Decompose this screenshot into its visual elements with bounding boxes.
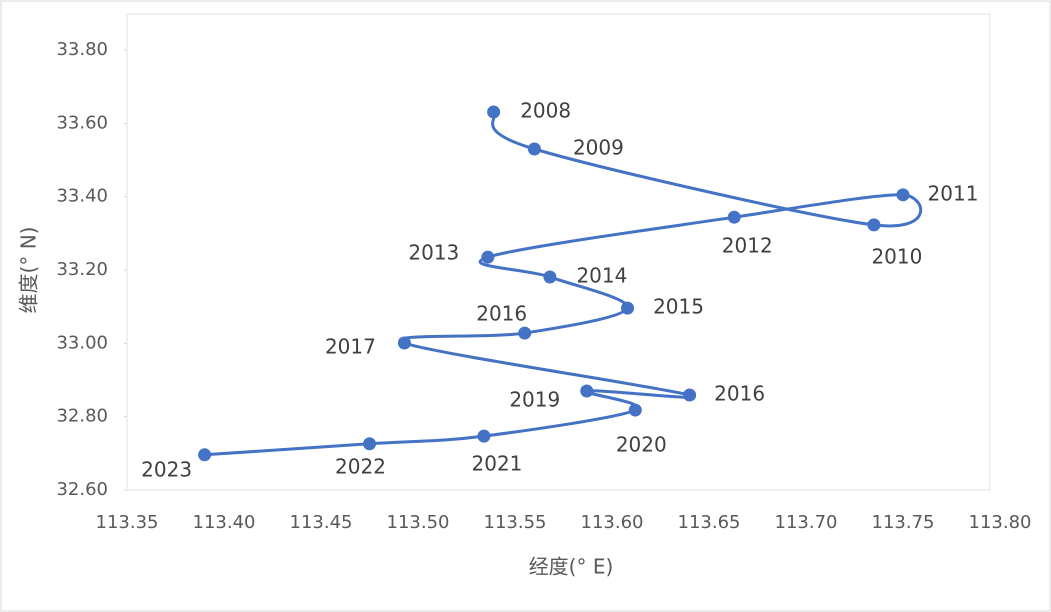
point-label: 2019: [509, 388, 560, 412]
point: [727, 210, 741, 224]
point-label: 2022: [335, 454, 386, 478]
point-label: 2015: [653, 295, 704, 319]
point: [487, 105, 501, 119]
series-line: [204, 110, 923, 457]
point: [477, 429, 491, 443]
point: [397, 336, 411, 350]
x-tick-label: 113.75: [872, 512, 935, 533]
y-tick-label: 32.80: [56, 406, 108, 427]
point: [683, 388, 697, 402]
point: [518, 326, 532, 340]
point-label: 2009: [573, 136, 624, 160]
point-label: 2013: [408, 241, 459, 265]
point-label: 2010: [871, 244, 922, 268]
plot-area: [126, 13, 991, 491]
point: [896, 188, 910, 202]
x-tick-label: 113.40: [193, 512, 256, 533]
x-tick-label: 113.50: [387, 512, 450, 533]
point: [481, 250, 495, 264]
x-tick-label: 113.45: [290, 512, 353, 533]
point-label: 2016: [714, 382, 765, 406]
y-tick-label: 33.20: [56, 259, 108, 280]
point-label: 2021: [472, 452, 523, 476]
point-label: 2011: [928, 181, 979, 205]
y-tick-label: 33.60: [56, 112, 108, 133]
point: [621, 301, 635, 315]
point-label: 2017: [325, 334, 376, 358]
x-tick-label: 113.65: [678, 512, 741, 533]
point-label: 2008: [520, 98, 571, 122]
point-label: 2012: [722, 234, 773, 258]
y-tick-label: 33.80: [56, 39, 108, 60]
point: [867, 218, 881, 232]
x-axis-title: 经度(° E): [529, 555, 614, 579]
y-tick-label: 33.00: [56, 332, 108, 353]
point: [628, 403, 642, 417]
y-tick-label: 32.60: [56, 479, 108, 500]
point: [363, 437, 376, 451]
point: [198, 448, 212, 462]
x-tick-label: 113.80: [969, 512, 1032, 533]
point-label: 2016: [476, 302, 527, 326]
y-axis-title: 维度(° N): [17, 227, 41, 314]
x-tick-label: 113.60: [581, 512, 644, 533]
point: [543, 270, 557, 284]
x-tick-label: 113.35: [96, 512, 159, 533]
point: [527, 142, 541, 156]
y-tick-label: 33.40: [56, 186, 108, 207]
point: [580, 384, 594, 398]
x-tick-label: 113.55: [484, 512, 547, 533]
point-label: 2014: [576, 263, 627, 287]
point-label: 2020: [616, 433, 667, 457]
x-tick-label: 113.70: [775, 512, 838, 533]
point-label: 2023: [141, 457, 192, 481]
